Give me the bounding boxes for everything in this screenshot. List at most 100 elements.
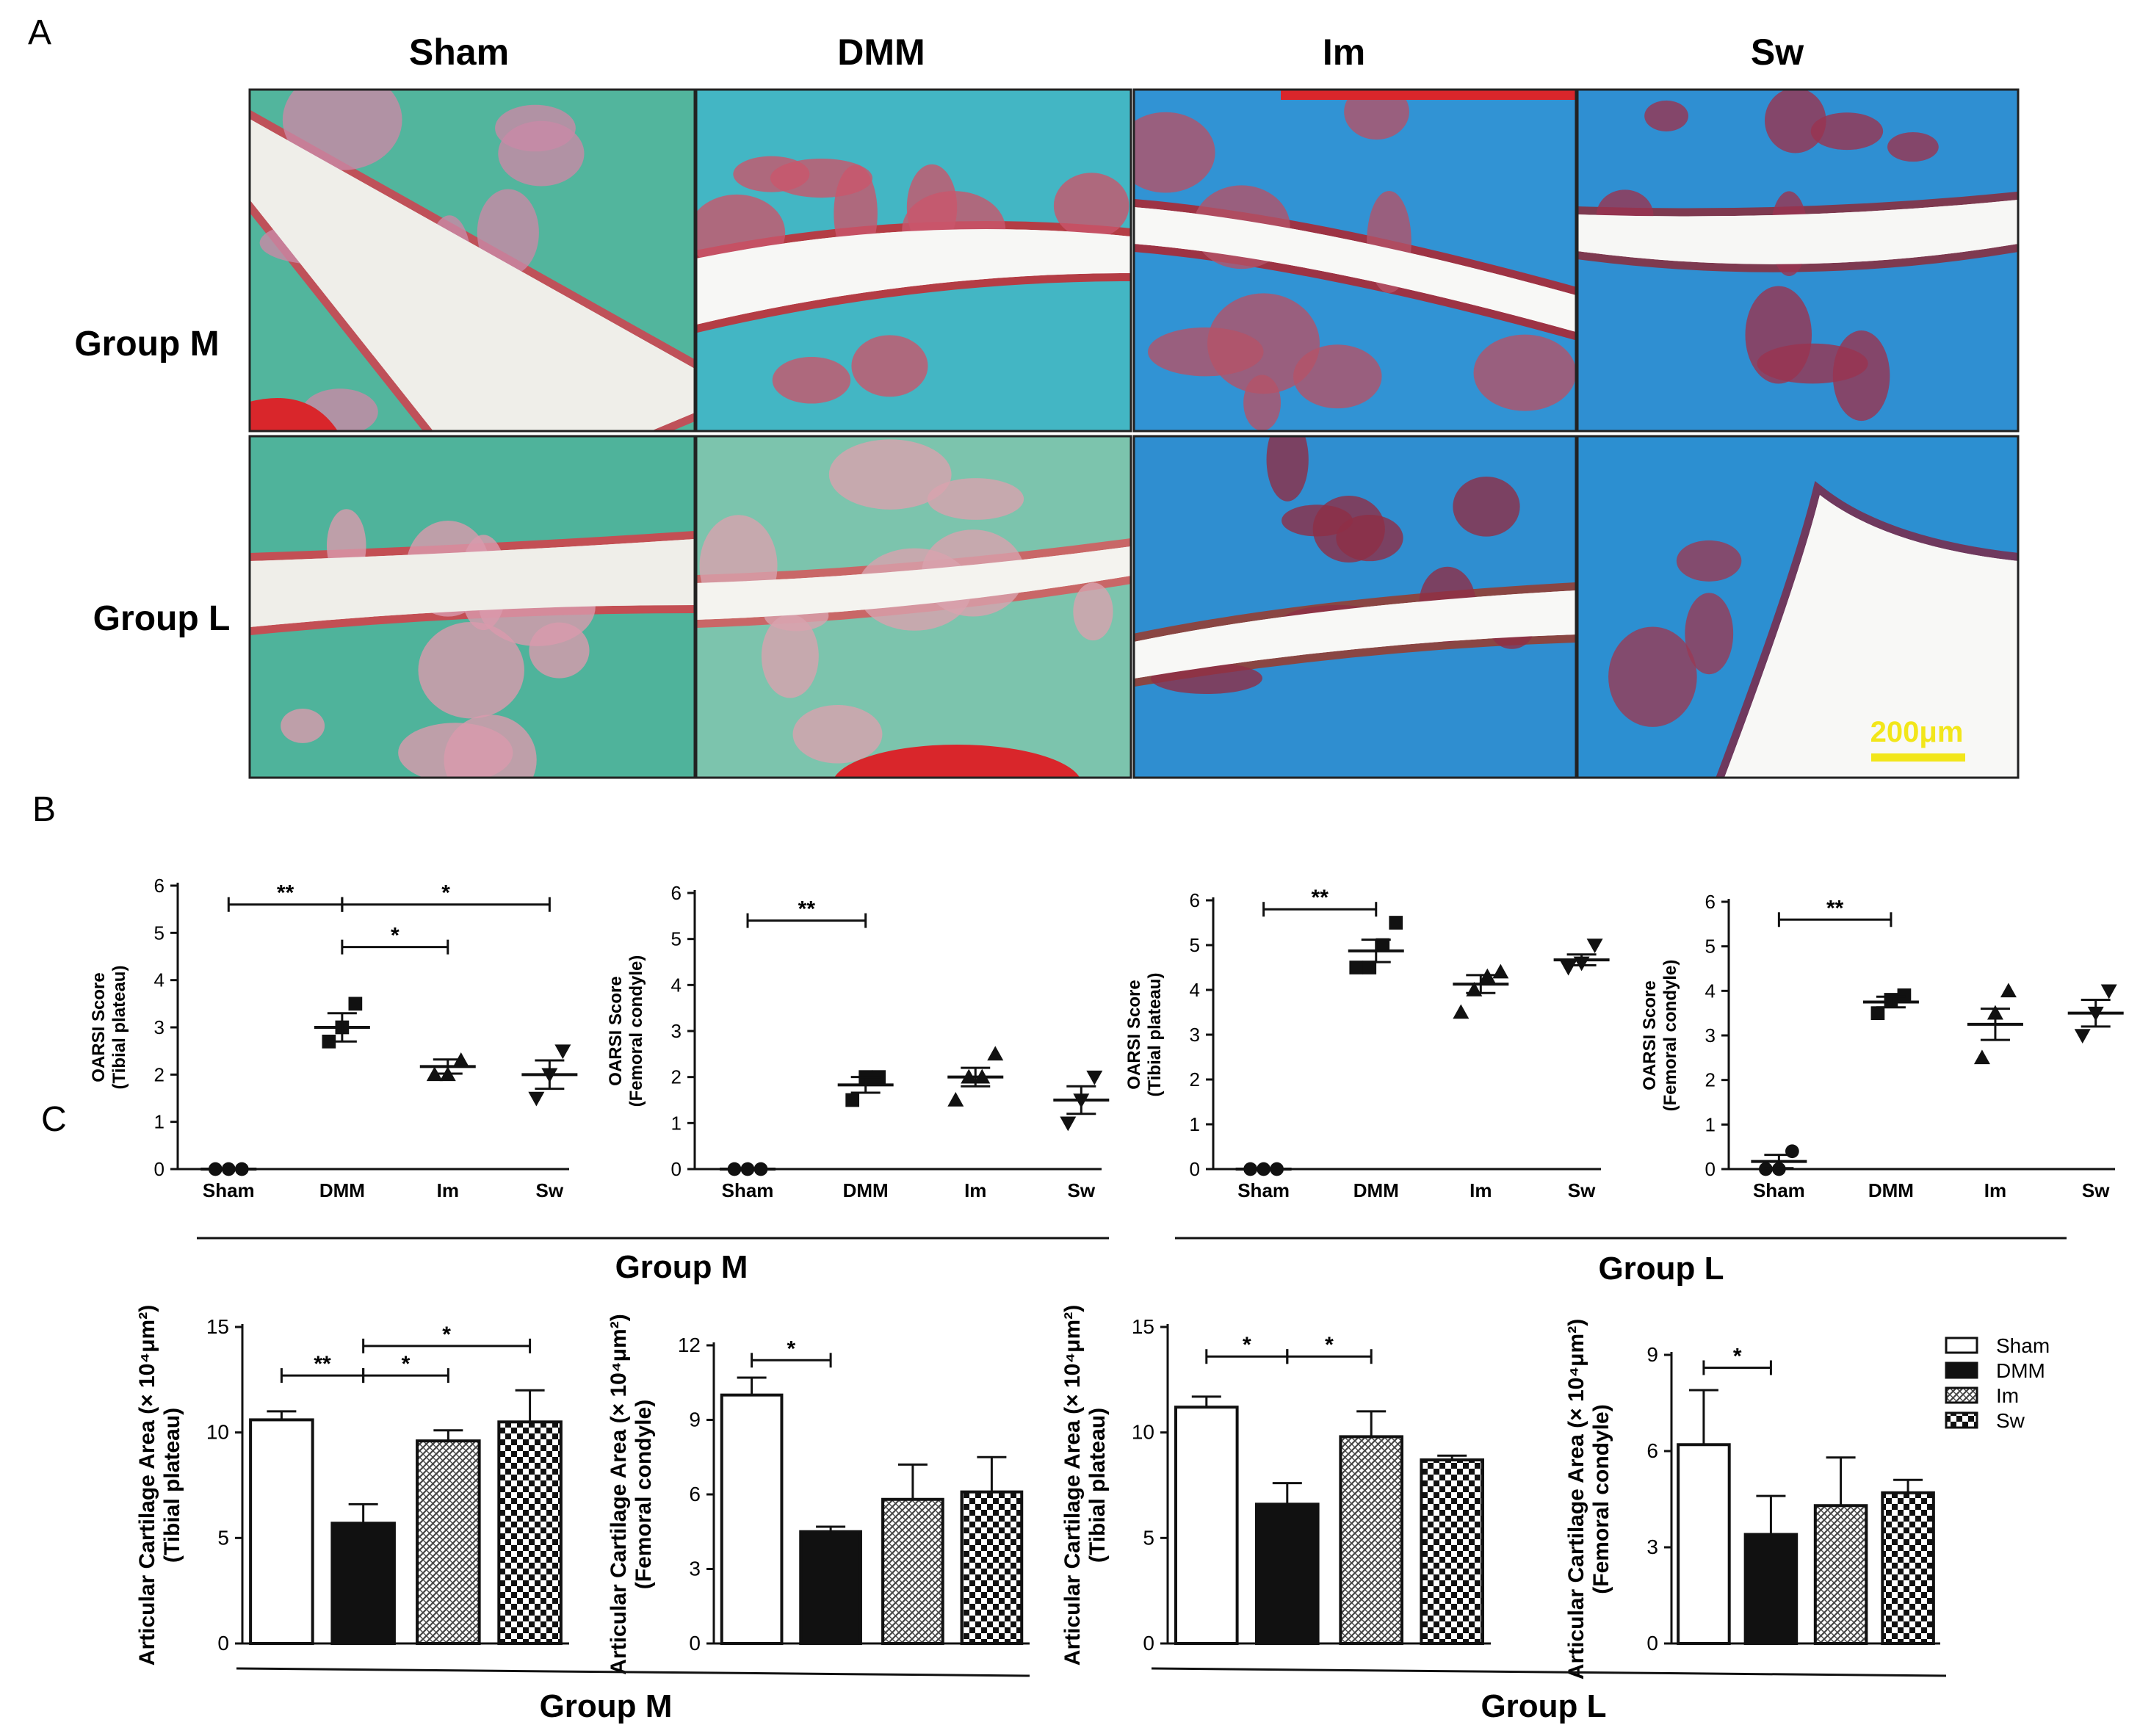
bar xyxy=(1174,1406,1239,1645)
y-tick-label: 5 xyxy=(1190,934,1200,956)
panel-label-c: C xyxy=(41,1100,67,1139)
micrograph-grid xyxy=(248,88,2020,779)
significance-bracket: * xyxy=(341,924,449,955)
data-point xyxy=(2000,983,2017,998)
significance-bracket: * xyxy=(1205,1333,1289,1364)
x-tick-label: Sham xyxy=(203,1179,255,1201)
column-header-sham: Sham xyxy=(409,32,509,73)
significance-label: * xyxy=(402,1352,411,1376)
significance-bracket: * xyxy=(362,1323,532,1353)
data-point xyxy=(1560,961,1577,976)
y-tick-label: 1 xyxy=(154,1111,165,1133)
significance-label: ** xyxy=(798,897,816,922)
y-tick-label: 0 xyxy=(1143,1632,1154,1654)
x-tick-label: Sham xyxy=(1237,1179,1290,1201)
y-tick-label: 15 xyxy=(206,1315,229,1338)
bar xyxy=(330,1522,396,1645)
y-tick-label: 4 xyxy=(1705,980,1716,1002)
y-tick-label: 3 xyxy=(689,1558,701,1580)
micrograph-tile xyxy=(696,436,1131,778)
legend-label-dmm: DMM xyxy=(1996,1359,2045,1382)
x-tick-label: DMM xyxy=(843,1179,889,1201)
bar xyxy=(1255,1502,1320,1646)
y-axis-sublabel: (Tibial plateau) xyxy=(160,1408,184,1563)
bar xyxy=(881,1497,944,1646)
group-label-c-left: Group M xyxy=(540,1688,673,1724)
micrograph-tile xyxy=(250,436,695,778)
x-tick-label: DMM xyxy=(1868,1179,1914,1201)
significance-label: * xyxy=(787,1337,796,1361)
significance-bracket: * xyxy=(751,1337,832,1368)
y-axis-label: OARSI Score xyxy=(606,976,626,1085)
y-tick-label: 2 xyxy=(154,1063,165,1085)
y-tick-label: 6 xyxy=(1190,889,1200,911)
data-point xyxy=(845,1093,860,1107)
y-tick-label: 4 xyxy=(154,969,165,991)
y-tick-label: 3 xyxy=(1190,1024,1200,1046)
x-tick-label: Im xyxy=(1470,1179,1492,1201)
significance-label: * xyxy=(441,881,450,905)
y-axis-label: OARSI Score xyxy=(1124,980,1144,1089)
y-tick-label: 3 xyxy=(671,1020,682,1042)
data-point xyxy=(1785,1144,1799,1159)
y-tick-label: 5 xyxy=(217,1526,229,1549)
group-label-b-right: Group L xyxy=(1598,1251,1724,1287)
column-header-dmm: DMM xyxy=(837,32,925,73)
y-tick-label: 0 xyxy=(1190,1158,1200,1180)
y-tick-label: 5 xyxy=(1705,936,1716,958)
chart-c2: 0 3 6 9 12 Articular Cartilage Area (× 10⁴μm²… xyxy=(607,1314,1030,1675)
y-tick-label: 2 xyxy=(671,1066,682,1088)
scale-bar xyxy=(1871,753,1965,762)
y-axis-sublabel: (Femoral condyle) xyxy=(1660,960,1680,1112)
group-label-c-right: Group L xyxy=(1481,1688,1606,1724)
y-tick-label: 12 xyxy=(678,1334,701,1356)
group-line-c-left xyxy=(236,1667,1030,1677)
x-tick-label: Sw xyxy=(1568,1179,1596,1201)
y-axis-sublabel: (Tibial plateau) xyxy=(109,966,129,1090)
significance-bracket: ** xyxy=(227,881,344,912)
micrograph-tile xyxy=(1577,90,2018,431)
scale-bar-label: 200μm xyxy=(1870,716,1964,748)
bar xyxy=(1743,1533,1799,1646)
x-tick-label: Sw xyxy=(2082,1179,2110,1201)
micrograph-tile xyxy=(1577,436,2018,778)
y-tick-label: 1 xyxy=(1190,1113,1200,1135)
significance-label: ** xyxy=(277,881,294,905)
y-axis-sublabel: (Femoral condyle) xyxy=(626,955,646,1107)
y-tick-label: 9 xyxy=(689,1408,701,1431)
y-tick-label: 10 xyxy=(1132,1421,1154,1444)
legend-swatch-im xyxy=(1945,1386,1978,1404)
data-point xyxy=(2074,1029,2091,1044)
row-label-group-l: Group L xyxy=(93,599,231,638)
y-tick-label: 9 xyxy=(1646,1343,1658,1366)
bar xyxy=(960,1490,1024,1646)
y-tick-label: 0 xyxy=(689,1632,701,1654)
data-point xyxy=(1870,1006,1885,1021)
bar xyxy=(1420,1458,1485,1646)
legend-label-sham: Sham xyxy=(1996,1334,2050,1357)
significance-bracket: * xyxy=(362,1352,449,1384)
y-tick-label: 3 xyxy=(154,1016,165,1038)
micrograph-tile xyxy=(1134,436,1576,778)
chart-b3: 0 1 2 3 4 5 6 OARSI Score (Tibial plateau) Sham DM… xyxy=(1124,886,1610,1201)
bar xyxy=(1339,1435,1404,1645)
y-axis-label: OARSI Score xyxy=(89,972,109,1082)
group-label-b-left: Group M xyxy=(615,1249,748,1285)
data-point xyxy=(1586,938,1603,953)
data-point xyxy=(1389,916,1403,930)
legend-label-sw: Sw xyxy=(1996,1409,2025,1432)
bar xyxy=(249,1418,314,1645)
y-tick-label: 3 xyxy=(1646,1536,1658,1558)
chart-c4: 0 3 6 9 Articular Cartilage Area (× 10⁴μm²)(… xyxy=(1564,1319,1940,1679)
x-tick-label: Im xyxy=(437,1179,459,1201)
significance-bracket: * xyxy=(1286,1333,1373,1364)
x-tick-label: Im xyxy=(1984,1179,2006,1201)
y-tick-label: 6 xyxy=(1646,1439,1658,1462)
y-axis-sublabel: (Femoral condyle) xyxy=(632,1400,656,1589)
x-tick-label: Im xyxy=(964,1179,986,1201)
data-point xyxy=(528,1091,545,1107)
y-tick-label: 1 xyxy=(671,1112,682,1134)
bar xyxy=(1813,1504,1868,1646)
significance-bracket: * xyxy=(341,881,551,912)
